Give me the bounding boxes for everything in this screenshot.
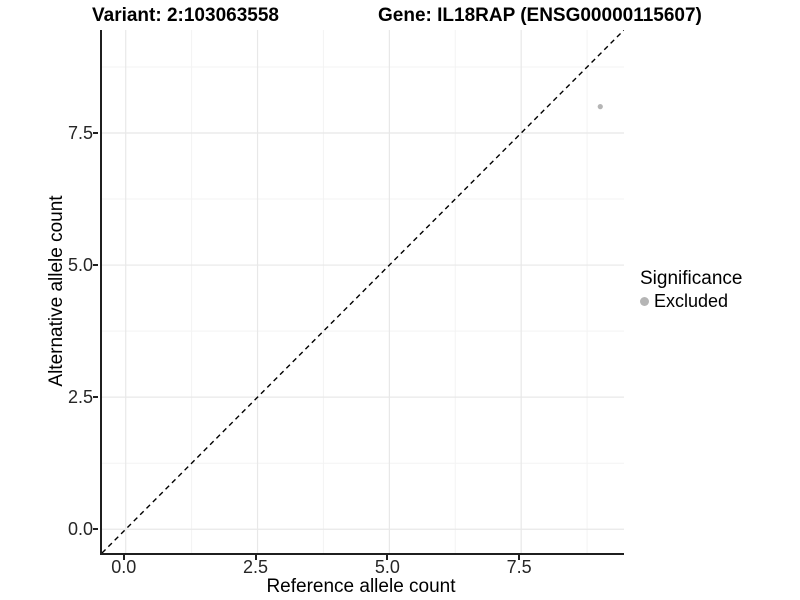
y-axis-label: Alternative allele count <box>46 195 67 387</box>
x-tick-label: 7.5 <box>506 557 532 577</box>
y-tick-label: 2.5 <box>67 387 93 408</box>
x-tick-label: 0.0 <box>111 557 137 577</box>
x-tick-label: 2.5 <box>243 557 269 577</box>
legend: Significance Excluded <box>640 268 742 312</box>
plot-title-gene: Gene: IL18RAP (ENSG00000115607) <box>378 5 702 26</box>
x-tick-mark <box>386 555 389 560</box>
identity-dashed-line <box>102 30 624 553</box>
legend-entry-label: Excluded <box>654 291 729 311</box>
x-tick-label: 5.0 <box>374 557 400 577</box>
y-tick-label: 0.0 <box>67 519 93 540</box>
y-tick-label: 7.5 <box>67 123 93 143</box>
scatter-plot-canvas <box>102 30 624 553</box>
x-tick-mark <box>254 555 257 560</box>
legend-entry: Excluded <box>640 291 742 312</box>
y-tick-mark <box>93 132 98 134</box>
plot-panel <box>100 30 624 555</box>
y-tick-label: 5.0 <box>67 255 93 276</box>
legend-point-icon <box>640 297 649 306</box>
legend-entries: Excluded <box>640 291 742 312</box>
plot-title-variant: Variant: 2:103063558 <box>92 5 279 26</box>
y-tick-mark <box>93 396 98 399</box>
x-tick-mark <box>122 555 125 560</box>
legend-title: Significance <box>640 268 743 289</box>
x-tick-mark <box>518 555 521 560</box>
x-axis-label: Reference allele count <box>266 576 456 597</box>
data-point <box>597 104 603 110</box>
y-tick-mark <box>93 528 98 531</box>
y-tick-mark <box>93 264 98 267</box>
